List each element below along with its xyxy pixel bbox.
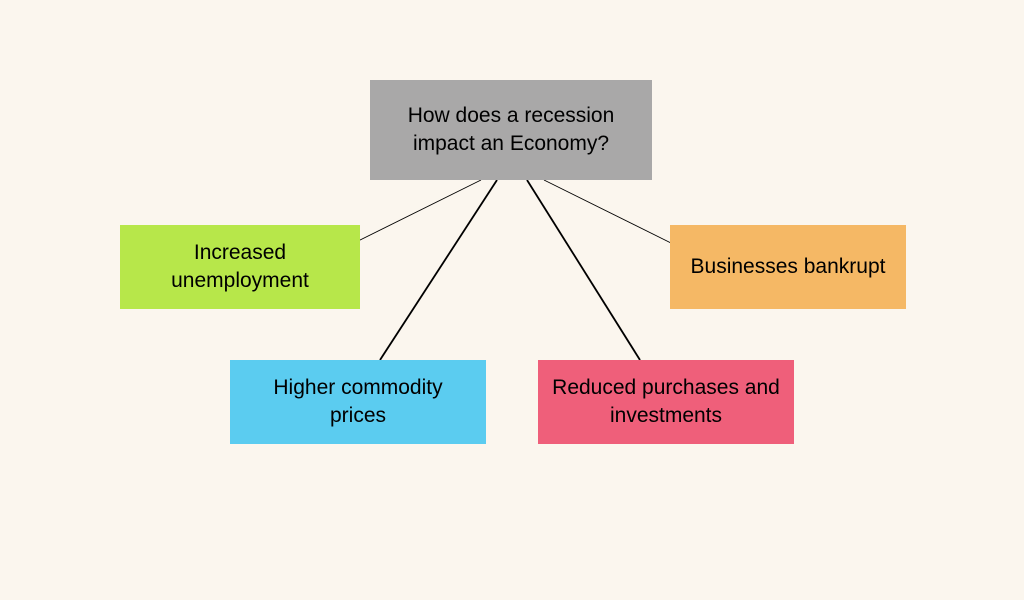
edge-line [544, 180, 675, 245]
child-node-unemployment: Increased unemployment [120, 225, 360, 309]
child-node-purchases: Reduced purchases and investments [538, 360, 794, 444]
edge-line [350, 180, 481, 245]
child-node-commodity: Higher commodity prices [230, 360, 486, 444]
edge-line [380, 180, 497, 360]
child-node-bankrupt: Businesses bankrupt [670, 225, 906, 309]
edge-line [527, 180, 640, 360]
root-node: How does a recession impact an Economy? [370, 80, 652, 180]
